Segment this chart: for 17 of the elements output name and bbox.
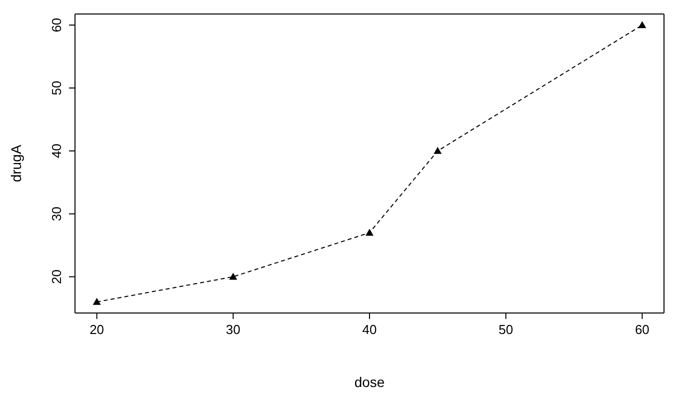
y-tick-label: 60: [49, 18, 64, 32]
x-axis-title: dose: [354, 374, 385, 390]
x-tick-label: 50: [498, 322, 514, 338]
y-tick-label: 50: [49, 80, 64, 96]
y-tick-label: 30: [49, 206, 64, 222]
x-tick-label: 20: [90, 322, 104, 338]
point: [366, 228, 374, 236]
x-tick-label: 40: [362, 322, 377, 338]
point: [92, 298, 101, 305]
y-tick-label: 20: [49, 270, 64, 284]
point: [434, 146, 442, 154]
point: [638, 21, 646, 28]
x-tick-label: 60: [634, 322, 650, 338]
x-tick-label: 30: [226, 322, 240, 338]
point: [229, 272, 238, 280]
y-tick-label: 40: [49, 144, 64, 158]
y-axis-title: drugA: [8, 144, 24, 182]
